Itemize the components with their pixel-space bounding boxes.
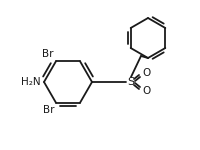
Text: O: O [141, 68, 150, 78]
Text: Br: Br [42, 105, 54, 115]
Text: Br: Br [42, 49, 54, 59]
Text: O: O [141, 86, 150, 96]
Text: H₂N: H₂N [21, 77, 41, 87]
Text: S: S [127, 77, 134, 87]
